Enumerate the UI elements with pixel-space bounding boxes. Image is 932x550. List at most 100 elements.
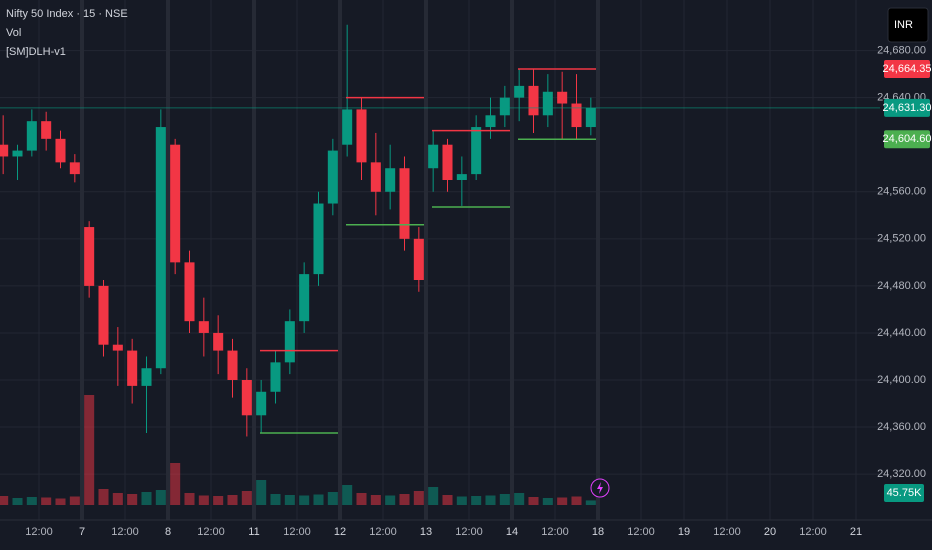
candle-body bbox=[356, 109, 367, 163]
candle-body bbox=[542, 91, 553, 116]
volume-pane bbox=[0, 395, 596, 505]
volume-label-box bbox=[884, 484, 924, 502]
volume-bar bbox=[499, 494, 510, 505]
price-pane bbox=[0, 24, 880, 437]
volume-bar bbox=[12, 498, 23, 505]
x-tick-label: 12:00 bbox=[455, 526, 483, 538]
candle-body bbox=[41, 121, 52, 139]
x-tick-label: 11 bbox=[248, 526, 259, 538]
x-tick-label: 12:00 bbox=[541, 526, 569, 538]
volume-bar bbox=[141, 492, 152, 505]
y-tick-label: 24,320.00 bbox=[877, 468, 926, 480]
candle-body bbox=[370, 162, 381, 192]
candle-body bbox=[528, 85, 539, 116]
candle-body bbox=[256, 391, 267, 416]
price-axis bbox=[880, 0, 932, 520]
volume-bar bbox=[198, 495, 209, 505]
price-label: 24,631.30 bbox=[883, 102, 932, 114]
currency[interactable]: INR bbox=[894, 19, 913, 31]
volume-bar bbox=[98, 489, 109, 505]
candle-body bbox=[84, 227, 95, 286]
price-label: 24,664.35 bbox=[883, 63, 932, 75]
volume-bar bbox=[342, 485, 353, 505]
x-tick-label: 12:00 bbox=[25, 526, 53, 538]
candle-body bbox=[399, 168, 410, 239]
volume-bar bbox=[256, 480, 267, 505]
candle-body bbox=[485, 115, 496, 128]
volume-bar bbox=[112, 493, 123, 505]
x-tick-label: 20 bbox=[764, 526, 776, 538]
candle-body bbox=[442, 144, 453, 180]
volume-bar bbox=[442, 495, 453, 505]
x-tick-label: 14 bbox=[506, 526, 518, 538]
session-separators bbox=[80, 0, 600, 520]
candle-body bbox=[227, 350, 238, 380]
candle-body bbox=[514, 85, 525, 98]
price-label-box bbox=[884, 60, 930, 78]
x-tick-label: 12:00 bbox=[369, 526, 397, 538]
x-tick-label: 12:00 bbox=[111, 526, 139, 538]
volume-bar bbox=[356, 493, 367, 505]
candle-body bbox=[184, 262, 195, 322]
y-tick-label: 24,440.00 bbox=[877, 327, 926, 339]
volume-bar bbox=[571, 496, 582, 505]
session-band bbox=[166, 0, 170, 520]
candle-body bbox=[0, 144, 9, 157]
volume-bar bbox=[155, 490, 166, 505]
candle-body bbox=[284, 321, 295, 363]
volume-bar bbox=[241, 491, 252, 505]
y-tick-label: 24,360.00 bbox=[877, 421, 926, 433]
x-tick-label: 12:00 bbox=[799, 526, 827, 538]
session-band bbox=[252, 0, 256, 520]
candle-body bbox=[155, 127, 166, 369]
x-tick-label: 12 bbox=[334, 526, 346, 538]
candle-body bbox=[428, 144, 439, 169]
volume-bar bbox=[0, 496, 9, 505]
candle-body bbox=[571, 103, 582, 128]
legend-volume: Vol bbox=[6, 27, 21, 39]
candle-body bbox=[471, 127, 482, 175]
x-tick-label: 19 bbox=[678, 526, 690, 538]
candle-body bbox=[270, 362, 281, 392]
y-tick-label: 24,560.00 bbox=[877, 186, 926, 198]
axes: 24,320.00 24,360.00 24,400.00 24,440.00 24,4… bbox=[25, 44, 926, 537]
x-tick-label: 13 bbox=[420, 526, 432, 538]
session-band bbox=[510, 0, 514, 520]
x-tick-label: 12:00 bbox=[197, 526, 225, 538]
candle-body bbox=[499, 97, 510, 116]
volume-bar bbox=[270, 494, 281, 505]
session-band bbox=[424, 0, 428, 520]
currency-box[interactable] bbox=[887, 7, 929, 43]
legend-indicator: [SM]DLH-v1 bbox=[6, 46, 66, 58]
candle-body bbox=[69, 162, 80, 175]
price-label-box bbox=[884, 130, 930, 149]
volume-bar bbox=[370, 495, 381, 505]
candle-body bbox=[26, 121, 37, 151]
candle-body bbox=[198, 321, 209, 333]
volume-bar bbox=[528, 497, 539, 505]
volume-bar bbox=[471, 496, 482, 505]
volume-label: 45.75K bbox=[887, 487, 923, 499]
volume-bar bbox=[385, 495, 396, 505]
y-tick-label: 24,520.00 bbox=[877, 233, 926, 245]
candle-body bbox=[127, 350, 138, 386]
candle-body bbox=[213, 332, 224, 351]
alert-bolt bbox=[597, 482, 603, 494]
volume-bar bbox=[184, 493, 195, 505]
candle-body bbox=[12, 150, 23, 157]
candle-body bbox=[342, 109, 353, 145]
volume-bar bbox=[41, 497, 52, 505]
volume-bar bbox=[26, 497, 37, 505]
volume-bar bbox=[485, 495, 496, 505]
candle-body bbox=[327, 150, 338, 204]
candle-body bbox=[313, 203, 324, 275]
volume-bar bbox=[213, 496, 224, 505]
candle-body bbox=[456, 174, 467, 180]
volume-bar bbox=[299, 495, 310, 505]
volume-bar bbox=[84, 395, 95, 505]
volume-bar bbox=[514, 493, 525, 505]
x-tick-label: 21 bbox=[850, 526, 862, 538]
x-tick-label: 7 bbox=[79, 526, 85, 538]
volume-bar bbox=[327, 492, 338, 505]
